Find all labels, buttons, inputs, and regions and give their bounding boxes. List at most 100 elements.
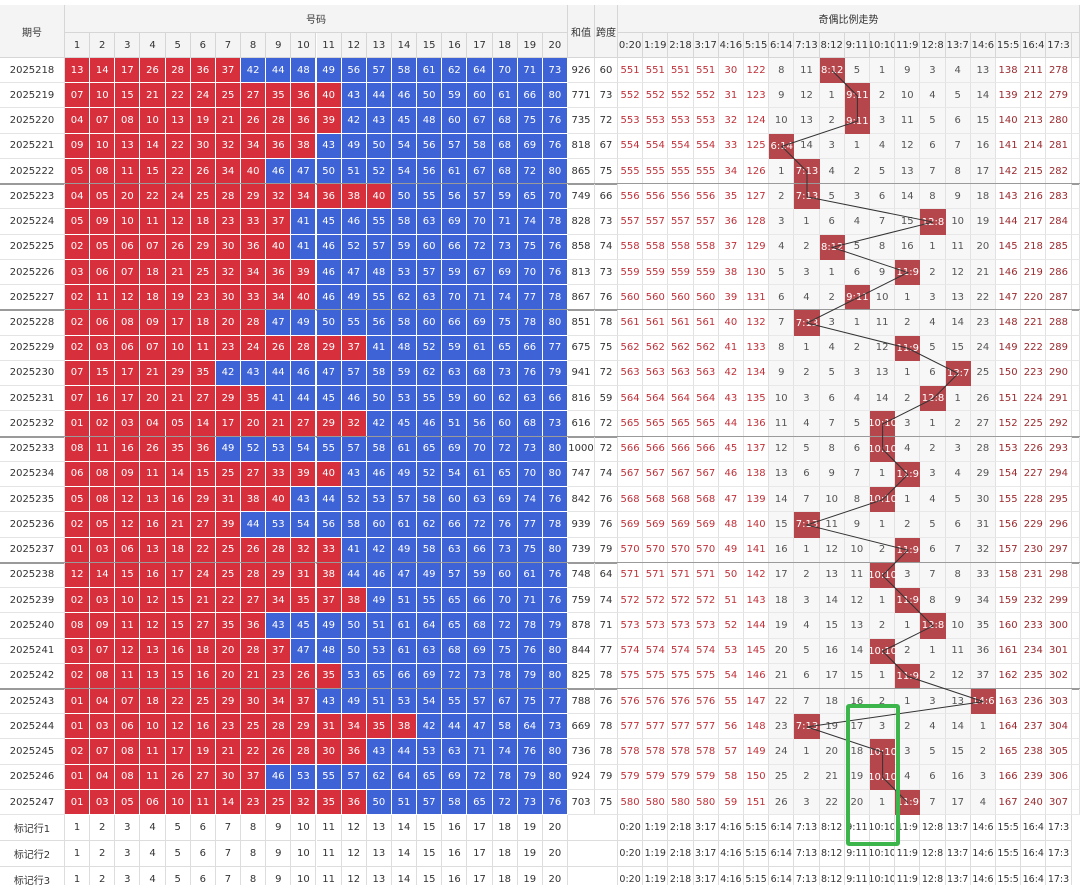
number-ball: 06	[115, 537, 141, 563]
trend-miss: 33	[718, 133, 744, 159]
trend-miss: 3	[769, 209, 795, 235]
number-ball: 58	[341, 512, 367, 538]
trend-miss: 212	[1021, 83, 1047, 109]
trend-miss: 551	[643, 58, 669, 84]
number-ball: 11	[115, 158, 141, 185]
span-cell: 76	[595, 285, 618, 311]
number-ball: 04	[140, 411, 166, 437]
number-ball: 35	[241, 386, 267, 412]
trend-miss: 3	[794, 588, 820, 614]
number-ball: 55	[316, 764, 342, 790]
trend-miss: 11	[945, 234, 971, 260]
number-ball: 43	[316, 133, 342, 159]
trend-miss: 554	[693, 133, 719, 159]
number-ball: 07	[115, 689, 141, 715]
number-ball: 27	[241, 83, 267, 109]
trend-miss: 5	[920, 335, 946, 361]
number-ball: 47	[316, 360, 342, 387]
trend-miss: 9	[945, 588, 971, 614]
trend-miss: 131	[744, 285, 770, 311]
number-ball: 22	[165, 83, 191, 109]
trend-miss: 559	[643, 259, 669, 286]
footer-number: 15	[417, 841, 443, 868]
number-ball: 51	[391, 588, 418, 614]
footer-ratio: 5:15	[744, 841, 770, 868]
trend-miss: 56	[718, 714, 744, 740]
footer-ratio: 3:17	[693, 815, 719, 842]
number-ball: 20	[215, 638, 242, 664]
number-ball: 08	[90, 461, 116, 488]
span-cell: 76	[595, 512, 618, 538]
number-ball: 35	[266, 83, 292, 109]
trend-miss: 2	[794, 234, 820, 260]
trend-miss: 8	[870, 234, 896, 260]
number-ball: 72	[517, 158, 543, 185]
trend-miss: 302	[1046, 663, 1072, 689]
trend-miss: 16	[769, 537, 795, 563]
ratio-column-header: 16:4	[1021, 33, 1047, 58]
number-ball: 58	[366, 436, 392, 462]
number-ball: 74	[517, 209, 543, 235]
row-filler	[1071, 436, 1080, 462]
number-ball: 04	[90, 689, 116, 715]
trend-miss: 34	[970, 588, 996, 614]
trend-miss: 23	[769, 714, 795, 740]
number-ball: 21	[140, 360, 166, 387]
ratio-column-header: 8:12	[819, 33, 845, 58]
trend-miss: 556	[643, 184, 669, 210]
number-ball: 78	[517, 613, 543, 639]
number-ball: 46	[316, 285, 342, 311]
trend-miss: 579	[643, 764, 669, 790]
number-ball: 66	[442, 234, 468, 260]
trend-miss: 22	[970, 285, 996, 311]
footer-number: 1	[65, 815, 91, 842]
number-ball: 43	[266, 613, 292, 639]
trend-miss: 2	[920, 259, 946, 286]
number-ball: 49	[391, 537, 418, 563]
footer-ratio: 0:20	[618, 841, 644, 868]
number-ball: 28	[291, 335, 317, 361]
number-ball: 79	[542, 613, 568, 639]
trend-miss: 2	[895, 638, 921, 664]
trend-miss: 564	[643, 386, 669, 412]
number-ball: 59	[492, 184, 518, 210]
trend-miss: 2	[895, 512, 921, 538]
number-ball: 78	[542, 285, 568, 311]
ratio-column-header: 1:19	[643, 33, 669, 58]
trend-miss: 294	[1046, 461, 1072, 488]
number-ball: 40	[266, 487, 292, 513]
number-ball: 49	[215, 436, 242, 462]
number-ball: 78	[542, 209, 568, 235]
number-ball: 66	[442, 512, 468, 538]
period-cell: 2025235	[0, 487, 65, 513]
number-ball: 49	[316, 58, 342, 84]
trend-miss: 14	[945, 310, 971, 336]
number-ball: 79	[517, 663, 543, 689]
footer-number: 6	[190, 841, 216, 868]
trend-miss: 151	[744, 789, 770, 816]
trend-miss: 14	[844, 638, 870, 664]
trend-miss: 6	[794, 663, 820, 689]
trend-miss: 4	[844, 386, 870, 412]
trend-miss: 570	[668, 537, 694, 563]
trend-hit: 6:14	[769, 133, 795, 159]
number-ball: 16	[140, 562, 166, 589]
number-ball: 16	[90, 386, 116, 412]
number-ball: 18	[190, 638, 216, 664]
number-ball: 12	[115, 512, 141, 538]
number-ball: 12	[65, 562, 91, 589]
number-ball: 45	[291, 613, 317, 639]
trend-miss: 13	[769, 461, 795, 488]
number-ball: 35	[316, 663, 342, 689]
trend-miss: 166	[996, 764, 1022, 790]
number-ball: 09	[90, 613, 116, 639]
trend-miss: 8	[920, 184, 946, 210]
number-ball: 56	[417, 158, 443, 185]
trend-miss: 29	[970, 461, 996, 488]
trend-miss: 13	[819, 562, 845, 589]
number-ball: 25	[190, 259, 216, 286]
trend-miss: 573	[668, 613, 694, 639]
number-ball: 36	[266, 259, 292, 286]
trend-miss: 7	[920, 562, 946, 589]
trend-miss: 17	[945, 789, 971, 816]
